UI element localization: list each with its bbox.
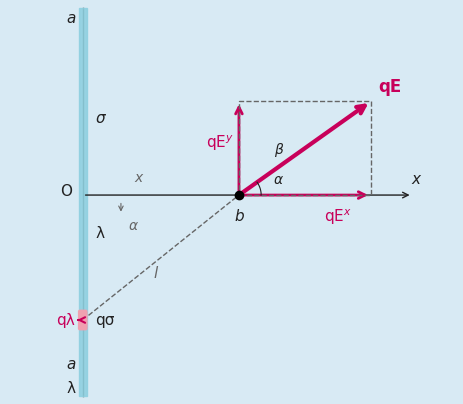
FancyBboxPatch shape bbox=[78, 310, 87, 330]
Text: l: l bbox=[153, 266, 157, 281]
Text: x: x bbox=[411, 172, 419, 187]
Text: qE$^y$: qE$^y$ bbox=[205, 134, 233, 153]
Text: σ: σ bbox=[95, 111, 105, 126]
Text: qλ: qλ bbox=[56, 313, 75, 328]
Bar bbox=[78, 8, 87, 396]
Text: O: O bbox=[60, 184, 72, 199]
Bar bbox=[238, 101, 370, 195]
Text: x: x bbox=[134, 170, 142, 185]
Text: λ: λ bbox=[67, 381, 75, 396]
Text: λ: λ bbox=[95, 226, 104, 241]
Text: α: α bbox=[128, 219, 137, 234]
Text: qE$^x$: qE$^x$ bbox=[323, 208, 351, 227]
Text: a: a bbox=[66, 357, 75, 372]
Text: β: β bbox=[273, 143, 282, 157]
Text: α: α bbox=[273, 173, 282, 187]
Text: qE: qE bbox=[377, 78, 400, 97]
Text: b: b bbox=[234, 209, 243, 224]
Text: a: a bbox=[66, 11, 75, 26]
Text: qσ: qσ bbox=[95, 313, 114, 328]
